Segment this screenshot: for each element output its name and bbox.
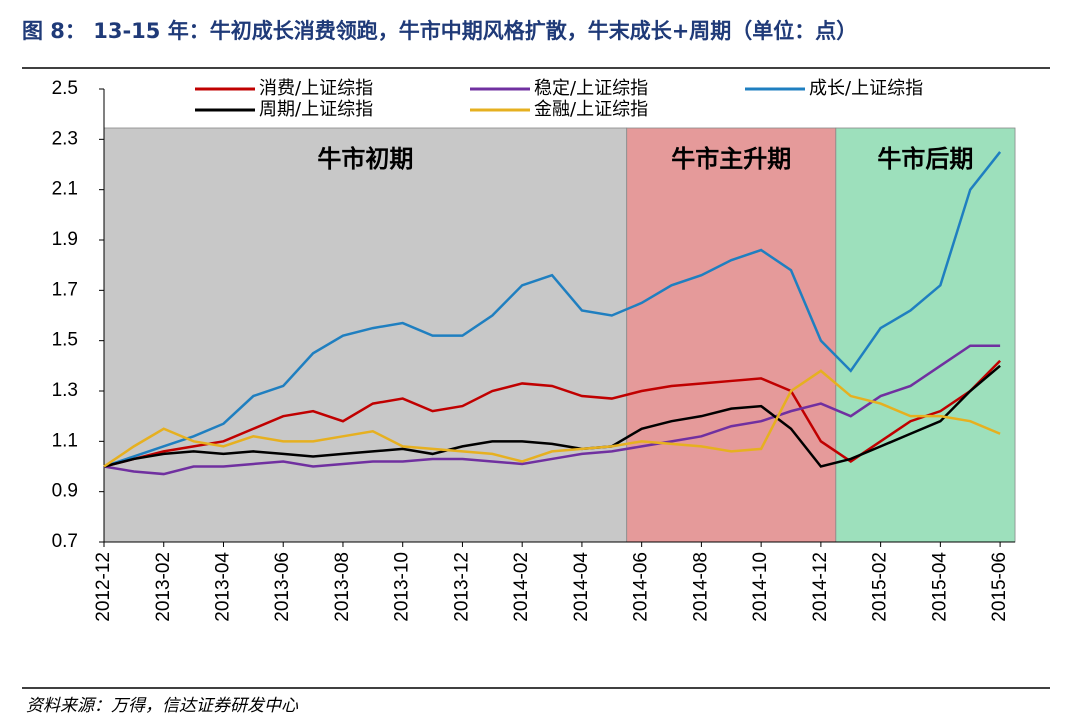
x-tick-label: 2014-08 [690,552,711,622]
series-line [103,364,1001,468]
x-tick-label: 2014-04 [571,552,592,622]
y-tick-label: 1.5 [52,330,78,351]
x-tick-label: 2014-10 [750,552,771,622]
y-tick-label: 0.9 [52,481,78,502]
x-tick-label: 2013-06 [272,552,293,622]
x-tick-label: 2014-12 [810,552,831,622]
legend-label: 稳定/上证综指 [534,78,648,99]
y-tick-label: 1.1 [52,430,78,451]
x-tick-label: 2013-10 [392,552,413,622]
source-note: 资料来源：万得，信达证券研发中心 [26,696,299,716]
period-region [103,127,628,543]
x-tick-label: 2013-04 [212,552,233,622]
x-tick-label: 2015-06 [989,552,1010,622]
y-tick-label: 0.7 [52,531,78,552]
region-label: 牛市主升期 [671,145,791,173]
y-tick-label: 2.3 [52,128,78,149]
x-tick-label: 2013-12 [451,552,472,622]
x-tick-label: 2013-08 [332,552,353,622]
legend-label: 消费/上证综指 [259,78,373,99]
x-tick-label: 2015-02 [870,552,891,622]
series-line [103,344,1001,476]
y-tick-label: 2.5 [52,78,78,99]
legend-label: 金融/上证综指 [534,99,648,120]
y-tick-label: 1.3 [52,380,78,401]
x-tick-label: 2012-12 [93,552,114,622]
y-tick-label: 1.9 [52,229,78,250]
series-line [103,359,1001,468]
chart-title: 图 8： 13-15 年：牛初成长消费领跑，牛市中期风格扩散，牛末成长+周期（单… [22,19,857,43]
series-line [103,369,1001,468]
region-label: 牛市初期 [317,145,413,173]
y-tick-label: 1.7 [52,279,78,300]
period-region [835,127,1016,543]
x-tick-label: 2014-02 [511,552,532,622]
x-tick-label: 2013-02 [153,552,174,622]
period-region [626,127,837,543]
y-tick-label: 2.1 [52,179,78,200]
region-label: 牛市后期 [877,145,973,173]
series-line [103,151,1002,468]
x-tick-label: 2015-04 [929,552,950,622]
x-tick-label: 2014-06 [631,552,652,622]
legend-label: 周期/上证综指 [259,99,373,120]
legend-label: 成长/上证综指 [809,78,923,99]
